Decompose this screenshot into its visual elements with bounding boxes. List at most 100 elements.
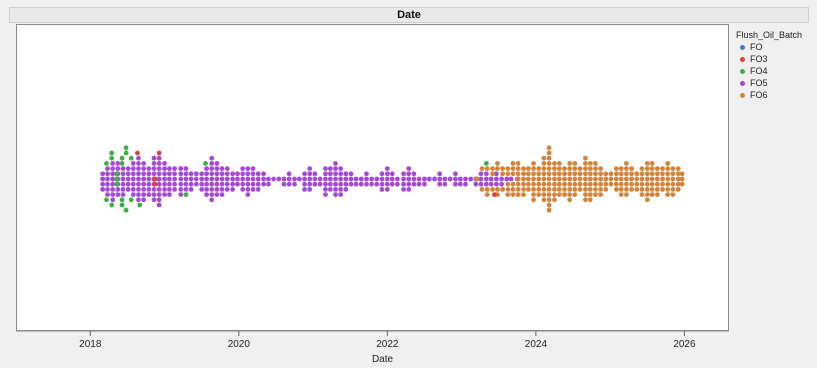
data-point-fo5[interactable] (406, 176, 412, 182)
data-point-fo5[interactable] (245, 166, 251, 172)
data-point-fo4[interactable] (119, 155, 125, 161)
data-point-fo5[interactable] (209, 187, 215, 192)
data-point-fo6[interactable] (541, 176, 547, 182)
data-point-fo5[interactable] (136, 187, 141, 192)
data-point-fo6[interactable] (572, 161, 578, 166)
data-point-fo6[interactable] (587, 161, 593, 166)
data-point-fo6[interactable] (593, 187, 598, 192)
data-point-fo6[interactable] (618, 187, 624, 192)
data-point-fo5[interactable] (156, 161, 162, 166)
data-point-fo5[interactable] (110, 181, 116, 187)
data-point-fo5[interactable] (156, 181, 162, 187)
legend-item-fo4[interactable]: FO4 (736, 65, 816, 77)
data-point-fo5[interactable] (379, 171, 385, 177)
data-point-fo6[interactable] (649, 192, 655, 198)
data-point-fo5[interactable] (235, 171, 240, 177)
data-point-fo6[interactable] (521, 192, 526, 198)
data-point-fo5[interactable] (442, 181, 448, 187)
data-point-fo5[interactable] (130, 166, 136, 172)
data-point-fo5[interactable] (307, 187, 313, 192)
data-point-fo6[interactable] (510, 181, 516, 187)
data-point-fo6[interactable] (618, 192, 624, 198)
data-point-fo5[interactable] (125, 181, 131, 187)
data-point-fo6[interactable] (675, 181, 681, 187)
data-point-fo5[interactable] (401, 171, 406, 177)
data-point-fo6[interactable] (495, 187, 500, 192)
data-point-fo5[interactable] (369, 181, 375, 187)
data-point-fo6[interactable] (624, 192, 629, 198)
data-point-fo5[interactable] (172, 171, 177, 177)
data-point-fo4[interactable] (119, 202, 125, 208)
data-point-fo5[interactable] (151, 171, 157, 177)
data-point-fo6[interactable] (665, 187, 671, 192)
data-point-fo6[interactable] (660, 187, 665, 192)
data-point-fo5[interactable] (504, 176, 510, 182)
data-point-fo5[interactable] (379, 176, 385, 182)
data-point-fo6[interactable] (556, 161, 562, 166)
data-point-fo6[interactable] (572, 176, 578, 182)
data-point-fo5[interactable] (146, 192, 152, 198)
data-point-fo6[interactable] (670, 176, 676, 182)
data-point-fo5[interactable] (483, 176, 489, 182)
data-point-fo5[interactable] (204, 187, 209, 192)
data-point-fo6[interactable] (634, 181, 640, 187)
data-point-fo6[interactable] (562, 166, 567, 172)
data-point-fo5[interactable] (323, 181, 328, 187)
data-point-fo5[interactable] (125, 176, 131, 182)
data-point-fo4[interactable] (109, 202, 115, 208)
data-point-fo6[interactable] (562, 192, 567, 198)
data-point-fo5[interactable] (437, 176, 443, 182)
data-point-fo5[interactable] (389, 171, 395, 177)
data-point-fo3[interactable] (492, 192, 497, 198)
data-point-fo5[interactable] (312, 181, 318, 187)
data-point-fo5[interactable] (151, 187, 157, 192)
data-point-fo6[interactable] (536, 171, 542, 177)
data-point-fo6[interactable] (613, 187, 619, 192)
data-point-fo5[interactable] (338, 181, 344, 187)
data-point-fo6[interactable] (624, 181, 629, 187)
data-point-fo6[interactable] (665, 176, 671, 182)
data-point-fo6[interactable] (624, 166, 629, 172)
data-point-fo6[interactable] (531, 161, 536, 166)
data-point-fo6[interactable] (679, 171, 685, 177)
data-point-fo6[interactable] (490, 166, 495, 172)
data-point-fo5[interactable] (151, 161, 157, 166)
data-point-fo5[interactable] (188, 171, 194, 177)
data-point-fo5[interactable] (209, 176, 215, 182)
data-point-fo6[interactable] (624, 176, 629, 182)
data-point-fo6[interactable] (613, 171, 619, 177)
data-point-fo5[interactable] (343, 187, 349, 192)
data-point-fo4[interactable] (123, 207, 129, 213)
data-point-fo6[interactable] (654, 187, 660, 192)
data-point-fo6[interactable] (531, 181, 536, 187)
data-point-fo6[interactable] (587, 166, 593, 172)
data-point-fo5[interactable] (457, 181, 463, 187)
data-point-fo6[interactable] (670, 187, 676, 192)
data-point-fo5[interactable] (255, 181, 261, 187)
data-point-fo5[interactable] (494, 181, 499, 187)
data-point-fo6[interactable] (644, 187, 650, 192)
data-point-fo6[interactable] (624, 171, 629, 177)
data-point-fo6[interactable] (598, 171, 604, 177)
data-point-fo5[interactable] (292, 176, 297, 182)
data-point-fo6[interactable] (490, 187, 495, 192)
data-point-fo6[interactable] (541, 181, 547, 187)
data-point-fo4[interactable] (104, 197, 109, 203)
data-point-fo5[interactable] (209, 181, 215, 187)
data-point-fo6[interactable] (583, 155, 588, 161)
data-point-fo6[interactable] (567, 197, 573, 203)
data-point-fo5[interactable] (100, 171, 106, 177)
data-point-fo5[interactable] (105, 171, 110, 177)
data-point-fo5[interactable] (255, 171, 261, 177)
data-point-fo6[interactable] (654, 171, 660, 177)
data-point-fo6[interactable] (510, 192, 516, 198)
data-point-fo5[interactable] (141, 192, 147, 198)
data-point-fo5[interactable] (442, 176, 448, 182)
data-point-fo6[interactable] (629, 171, 634, 177)
data-point-fo6[interactable] (649, 187, 655, 192)
data-point-fo5[interactable] (323, 176, 328, 182)
data-point-fo5[interactable] (178, 166, 184, 172)
data-point-fo6[interactable] (660, 181, 665, 187)
data-point-fo4[interactable] (128, 155, 134, 161)
data-point-fo6[interactable] (541, 197, 547, 203)
